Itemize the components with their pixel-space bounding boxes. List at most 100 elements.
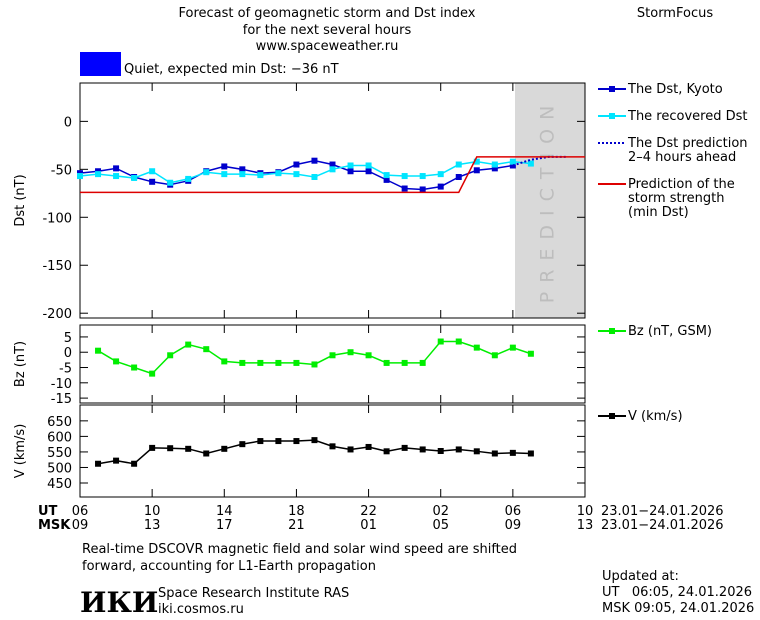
brand: StormFocus bbox=[637, 6, 713, 21]
x-tick-label: 06 bbox=[505, 504, 522, 519]
data-point bbox=[275, 359, 282, 366]
data-point bbox=[455, 174, 462, 180]
data-point bbox=[455, 161, 462, 168]
data-point bbox=[275, 438, 282, 445]
y-tick-label: -10 bbox=[51, 377, 72, 392]
data-point bbox=[383, 176, 390, 183]
y-tick-label: -200 bbox=[42, 307, 72, 322]
x-tick-label: 17 bbox=[216, 518, 233, 533]
data-point bbox=[509, 158, 516, 165]
series-line bbox=[97, 340, 532, 375]
data-point bbox=[509, 344, 516, 351]
data-point bbox=[203, 169, 210, 176]
prediction-band bbox=[515, 83, 585, 318]
data-point bbox=[491, 352, 498, 359]
y-tick-label: -150 bbox=[42, 259, 72, 274]
data-point bbox=[365, 352, 372, 359]
data-point bbox=[347, 446, 354, 453]
data-point bbox=[221, 358, 228, 365]
data-point bbox=[401, 444, 408, 451]
data-point bbox=[401, 359, 408, 366]
y-axis-label: Bz (nT) bbox=[13, 341, 28, 387]
data-point bbox=[113, 457, 120, 464]
y-tick-label: -5 bbox=[59, 362, 72, 377]
x-tick-label: 05 bbox=[432, 518, 449, 533]
data-point bbox=[293, 161, 300, 168]
data-point bbox=[293, 171, 300, 178]
data-point bbox=[437, 448, 444, 454]
data-point bbox=[401, 173, 408, 180]
data-point bbox=[185, 445, 192, 452]
data-point bbox=[167, 352, 174, 359]
data-point bbox=[491, 450, 498, 457]
y-tick-label: 550 bbox=[47, 446, 72, 461]
data-point bbox=[113, 358, 120, 365]
legend-entry: Prediction of the storm strength (min Dst) bbox=[628, 177, 735, 220]
series-line bbox=[97, 439, 531, 465]
y-tick-label: 650 bbox=[47, 415, 72, 430]
updated: Updated at: bbox=[602, 569, 679, 584]
data-point bbox=[95, 347, 102, 354]
series-line bbox=[79, 160, 531, 184]
legend-marker bbox=[609, 113, 615, 119]
title-line: Forecast of geomagnetic storm and Dst in… bbox=[178, 6, 475, 21]
data-point bbox=[329, 352, 336, 359]
y-tick-label: -15 bbox=[51, 392, 72, 407]
data-point bbox=[347, 168, 354, 175]
x-tick-label: 21 bbox=[288, 518, 305, 533]
data-point bbox=[365, 168, 372, 175]
data-point bbox=[239, 359, 246, 366]
institute: Space Research Institute RAS bbox=[158, 586, 349, 601]
data-point bbox=[239, 171, 246, 178]
x-row-label: UT bbox=[38, 504, 58, 519]
data-point bbox=[131, 460, 138, 467]
legend-entry: V (km/s) bbox=[628, 409, 683, 424]
data-point bbox=[509, 449, 516, 456]
x-tick-label: 09 bbox=[505, 518, 522, 533]
x-row-dates: 23.01−24.01.2026 bbox=[601, 504, 724, 519]
legend-entry: The Dst, Kyoto bbox=[627, 82, 723, 97]
status-indicator bbox=[80, 52, 121, 76]
data-point bbox=[311, 437, 318, 444]
data-point bbox=[491, 165, 498, 172]
data-point bbox=[221, 445, 228, 452]
y-tick-label: 450 bbox=[47, 477, 72, 492]
data-point bbox=[149, 370, 156, 377]
y-axis-label: Dst (nT) bbox=[13, 174, 28, 226]
data-point bbox=[95, 460, 102, 467]
x-tick-label: 10 bbox=[144, 504, 161, 519]
x-tick-label: 13 bbox=[577, 518, 594, 533]
data-point bbox=[419, 173, 426, 180]
data-point bbox=[239, 441, 246, 448]
data-point bbox=[257, 359, 264, 366]
data-point bbox=[221, 163, 228, 170]
title-line: www.spaceweather.ru bbox=[256, 39, 399, 54]
data-point bbox=[239, 166, 246, 173]
y-tick-label: 0 bbox=[64, 115, 72, 130]
data-point bbox=[293, 438, 300, 445]
legend-entry: Bz (nT, GSM) bbox=[628, 324, 712, 339]
data-point bbox=[491, 161, 498, 168]
data-point bbox=[437, 183, 444, 190]
data-point bbox=[257, 172, 264, 179]
y-tick-label: 500 bbox=[47, 461, 72, 476]
data-point bbox=[473, 158, 480, 165]
data-point bbox=[113, 173, 120, 180]
legend-marker bbox=[609, 86, 615, 92]
legend-marker bbox=[609, 328, 615, 334]
data-point bbox=[257, 438, 264, 445]
data-point bbox=[185, 341, 192, 348]
x-tick-label: 22 bbox=[360, 504, 377, 519]
data-point bbox=[527, 350, 534, 357]
legend-entry: The Dst prediction 2–4 hours ahead bbox=[627, 136, 748, 165]
data-point bbox=[455, 446, 462, 453]
x-tick-label: 06 bbox=[72, 504, 89, 519]
data-point bbox=[203, 346, 210, 353]
data-point bbox=[473, 167, 480, 174]
legend-marker bbox=[609, 413, 615, 419]
data-point bbox=[311, 174, 318, 180]
y-tick-label: 0 bbox=[64, 346, 72, 361]
data-point bbox=[383, 448, 390, 455]
footer-note: Real-time DSCOVR magnetic field and sola… bbox=[82, 542, 517, 557]
